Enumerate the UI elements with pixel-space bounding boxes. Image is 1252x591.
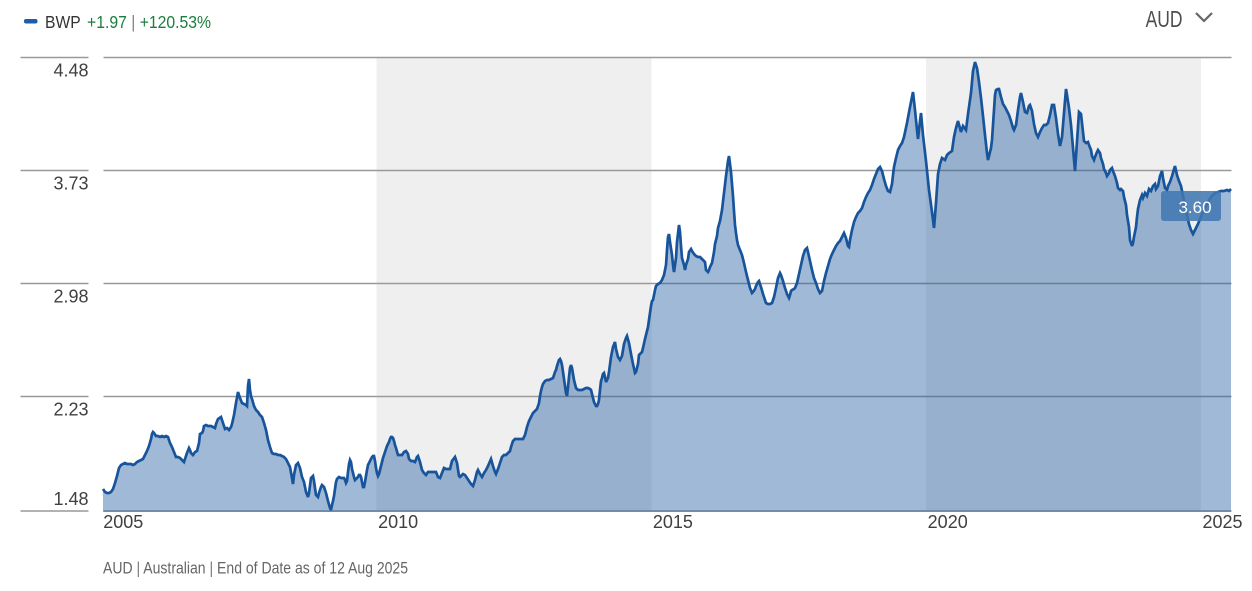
svg-text:3.60: 3.60 xyxy=(1178,198,1211,217)
svg-text:4.48: 4.48 xyxy=(53,61,88,81)
svg-text:2010: 2010 xyxy=(378,512,418,532)
svg-text:AUD: AUD xyxy=(1146,8,1183,33)
svg-text:2.23: 2.23 xyxy=(53,400,88,420)
svg-text:1.48: 1.48 xyxy=(53,489,88,509)
svg-text:+1.97 | +120.53%: +1.97 | +120.53% xyxy=(87,12,211,32)
svg-text:2015: 2015 xyxy=(653,512,693,532)
svg-text:2020: 2020 xyxy=(928,512,968,532)
svg-text:2.98: 2.98 xyxy=(53,287,88,307)
svg-text:3.73: 3.73 xyxy=(53,174,88,194)
svg-text:2025: 2025 xyxy=(1202,512,1242,532)
svg-text:2005: 2005 xyxy=(103,512,143,532)
svg-text:BWP: BWP xyxy=(45,12,81,32)
svg-text:AUD | Australian | End of Date: AUD | Australian | End of Date as of 12 … xyxy=(103,559,408,578)
